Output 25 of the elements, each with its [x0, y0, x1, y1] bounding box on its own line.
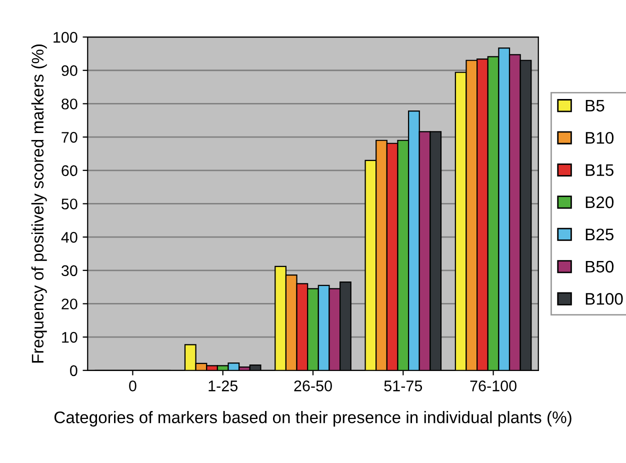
y-tick-label: 100: [54, 32, 78, 43]
legend-label: B50: [586, 260, 614, 273]
legend-label: B25: [586, 228, 614, 240]
y-tick-label: 10: [62, 332, 78, 343]
y-axis-title: Frequency of positively scored markers (%): [31, 44, 47, 363]
y-tick-label: 0: [70, 365, 78, 376]
y-tick-label: 50: [62, 198, 78, 210]
legend-label: B20: [586, 196, 614, 208]
legend-label: B10: [586, 132, 614, 144]
legend-label: B15: [586, 164, 614, 176]
legend-label: B100: [586, 293, 623, 305]
x-tick-label: 0: [129, 380, 136, 392]
legend-label: B5: [586, 100, 604, 112]
y-tick-label: 60: [62, 165, 78, 176]
x-tick-label: 26-50: [294, 380, 332, 392]
y-tick-label: 80: [62, 98, 78, 110]
y-tick-label: 40: [61, 232, 78, 243]
x-tick-label: 1-25: [208, 380, 238, 392]
x-tick-label: 51-75: [384, 380, 422, 392]
x-tick-label: 76-100: [470, 380, 516, 392]
y-tick-label: 20: [62, 298, 78, 310]
x-axis-title: Categories of markers based on their presence in individual plants (%): [54, 411, 572, 427]
y-tick-label: 90: [62, 65, 78, 76]
y-tick-label: 30: [62, 265, 78, 276]
y-tick-label: 70: [62, 132, 78, 143]
